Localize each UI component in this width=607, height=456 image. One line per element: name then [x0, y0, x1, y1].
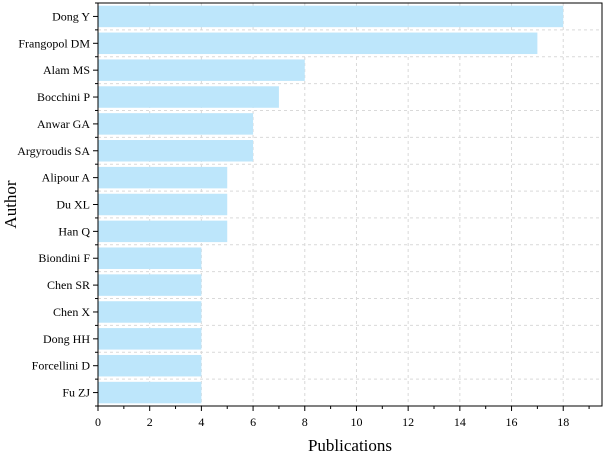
bar-anwar-ga — [98, 113, 254, 135]
bar-biondini-f — [98, 247, 202, 269]
y-tick-label: Forcellini D — [32, 359, 91, 373]
x-tick-label: 14 — [454, 415, 466, 429]
x-tick-label: 10 — [350, 415, 362, 429]
bar-argyroudis-sa — [98, 140, 254, 162]
y-axis-title: Author — [1, 180, 20, 229]
bar-dong-y — [98, 5, 564, 28]
axes: 0 2 4 6 8 10 12 14 16 18 Dong Y Frangopol DM Alam MS… — [17, 2, 603, 429]
y-tick-label: Alipour A — [42, 171, 91, 185]
y-tick-label: Fu ZJ — [62, 386, 90, 400]
bar-du-xl — [98, 193, 228, 216]
y-tick-label: Chen SR — [47, 278, 90, 292]
x-tick-label: 4 — [198, 415, 204, 429]
x-tick-label: 6 — [250, 415, 256, 429]
y-tick-label: Han Q — [58, 224, 90, 238]
y-tick-label: Dong Y — [52, 9, 90, 23]
x-axis-title: Publications — [308, 436, 392, 455]
x-tick-label: 16 — [506, 415, 518, 429]
y-tick-label: Du XL — [56, 198, 90, 212]
y-tick-label: Alam MS — [43, 63, 90, 77]
x-tick-label: 8 — [302, 415, 308, 429]
bar-alipour-a — [98, 166, 228, 189]
y-tick-label: Argyroudis SA — [17, 144, 90, 158]
bar-chen-x — [98, 301, 202, 323]
x-tick-label: 12 — [402, 415, 414, 429]
bar-chen-sr — [98, 274, 202, 296]
bar-bocchini-p — [98, 86, 279, 108]
bar-forcellini-d — [98, 354, 202, 377]
y-tick-label: Biondini F — [38, 251, 90, 265]
y-tick-label: Bocchini P — [37, 90, 90, 104]
y-tick-label: Anwar GA — [37, 117, 90, 131]
bar-fu-zj — [98, 381, 202, 404]
x-tick-label: 0 — [95, 415, 101, 429]
y-tick-label: Frangopol DM — [18, 36, 90, 50]
grid-lines — [98, 3, 602, 406]
y-tick-label: Chen X — [53, 305, 90, 319]
x-tick-label: 2 — [147, 415, 153, 429]
bar-alam-ms — [98, 59, 305, 81]
bars — [98, 5, 564, 404]
bar-dong-hh — [98, 328, 202, 350]
bar-frangopol-dm — [98, 32, 538, 55]
bar-han-q — [98, 220, 228, 243]
y-tick-label: Dong HH — [43, 332, 90, 346]
x-tick-label: 18 — [557, 415, 569, 429]
